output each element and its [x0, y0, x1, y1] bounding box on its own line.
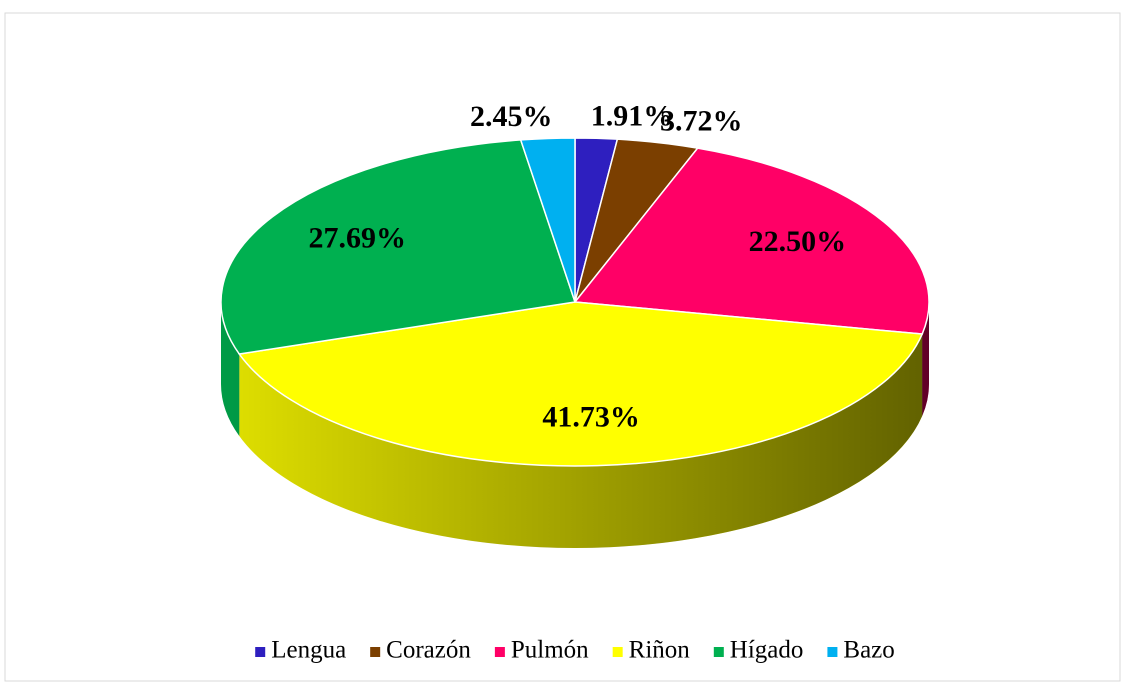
data-label: 2.45%: [470, 100, 553, 133]
legend-label: Bazo: [843, 637, 894, 664]
legend-label: Pulmón: [511, 637, 589, 664]
data-label: 1.91%: [591, 100, 674, 133]
slice: [519, 137, 576, 303]
legend-label: Lengua: [271, 637, 346, 664]
legend-swatch: [713, 647, 724, 657]
legend-label: Corazón: [386, 637, 471, 664]
slice: [237, 301, 924, 467]
legend-swatch: [370, 647, 381, 657]
legend-swatch: [612, 647, 623, 657]
legend-label: Riñon: [629, 637, 691, 664]
data-label: 3.72%: [660, 104, 743, 137]
slice: [573, 147, 930, 335]
legend-swatch: [255, 647, 266, 657]
side-shading: [221, 302, 929, 548]
legend-label: Hígado: [730, 637, 804, 664]
legend-swatch: [827, 647, 838, 657]
data-label: 41.73%: [542, 401, 640, 434]
data-label: 27.69%: [309, 221, 407, 254]
slice: [220, 139, 576, 355]
data-label: 22.50%: [749, 225, 847, 258]
legend-swatch: [494, 647, 505, 657]
